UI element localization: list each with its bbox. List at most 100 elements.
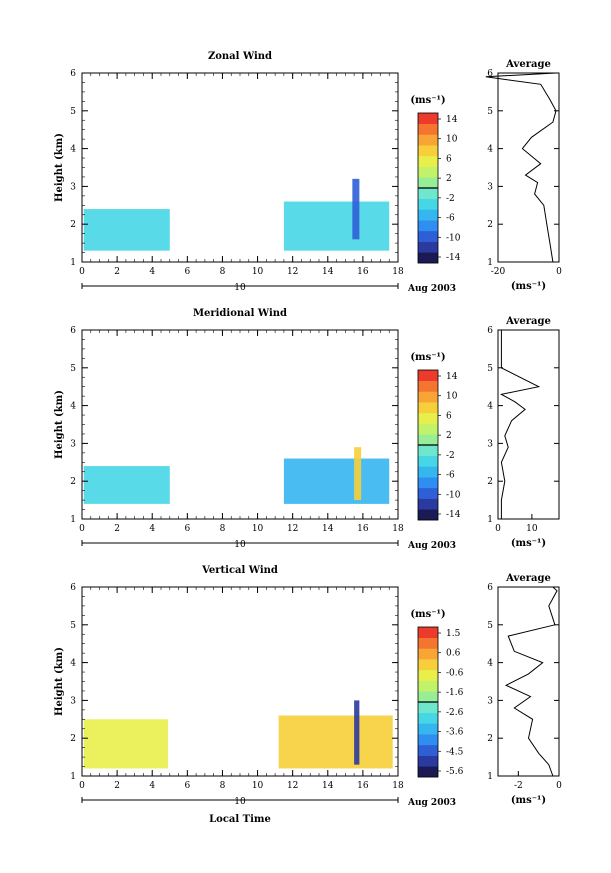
y-tick-label: 6: [70, 583, 76, 593]
colorbar-swatch: [418, 702, 438, 714]
colorbar-tick-label: 1.5: [446, 629, 461, 639]
x-tick-label: 0: [79, 267, 85, 277]
x-tick-label: 0: [79, 781, 85, 791]
colorbar-swatch: [418, 434, 438, 446]
colorbar-label: (ms⁻¹): [410, 609, 445, 620]
colorbar-swatch: [418, 455, 438, 467]
colorbar-swatch: [418, 498, 438, 510]
y-tick-label: 2: [70, 734, 76, 744]
colorbar-tick-label: -6: [446, 214, 455, 224]
colorbar-swatch: [418, 198, 438, 210]
profile-y-tick-label: 6: [487, 69, 493, 79]
colorbar-swatch: [418, 145, 438, 157]
x-tick-label: 4: [149, 781, 155, 791]
colorbar-tick-label: -2.6: [446, 708, 464, 718]
colorbar-swatch: [418, 466, 438, 478]
colorbar-tick-label: 0.6: [446, 649, 461, 659]
x-tick-label: 12: [287, 781, 298, 791]
x-tick-label: 0: [79, 524, 85, 534]
colorbar-tick-label: 10: [446, 392, 458, 402]
colorbar-swatch: [418, 412, 438, 424]
y-tick-label: 1: [70, 258, 76, 268]
profile-line: [499, 330, 541, 519]
profile-title: Average: [505, 316, 551, 327]
profile-y-tick-label: 3: [487, 696, 493, 706]
heatmap-cell: [83, 209, 170, 251]
x-tick-label: 18: [392, 267, 404, 277]
colorbar-swatch: [418, 669, 438, 681]
colorbar-label: (ms⁻¹): [410, 95, 445, 106]
x-tick-label: 6: [184, 781, 190, 791]
colorbar-tick-label: 2: [446, 431, 452, 441]
colorbar-tick-label: 14: [446, 372, 458, 382]
profile-y-tick-label: 6: [487, 583, 493, 593]
y-tick-label: 2: [70, 220, 76, 230]
colorbar-swatch: [418, 188, 438, 200]
colorbar-swatch: [418, 177, 438, 189]
colorbar-swatch: [418, 637, 438, 649]
colorbar-tick-label: -10: [446, 490, 461, 500]
colorbar-swatch: [418, 509, 438, 521]
colorbar-swatch: [418, 744, 438, 756]
profile-x-label: (ms⁻¹): [511, 281, 546, 292]
x-tick-label: 4: [149, 267, 155, 277]
profile-x-label: (ms⁻¹): [511, 538, 546, 549]
profile-x-tick-label: -2: [514, 781, 523, 791]
x-tick-label: 4: [149, 524, 155, 534]
heatmap-regions: [83, 178, 390, 251]
x-tick-label: 18: [392, 524, 404, 534]
y-axis-label: Height (km): [54, 133, 65, 202]
colorbar-tick-label: -3.6: [446, 728, 464, 738]
profile-title: Average: [505, 573, 551, 584]
colorbar-swatch: [418, 734, 438, 746]
colorbar-swatch: [418, 723, 438, 735]
profile-frame: [497, 329, 560, 520]
profile-y-tick-label: 4: [487, 402, 493, 412]
colorbar-tick-label: 14: [446, 115, 458, 125]
x-tick-label: 14: [322, 267, 334, 277]
colorbar-swatch: [418, 241, 438, 253]
profile-frame: [497, 72, 560, 263]
colorbar-swatch: [418, 766, 438, 778]
profile-y-tick-label: 3: [487, 182, 493, 192]
colorbar-swatch: [418, 659, 438, 671]
profile-x-tick-label: 0: [556, 267, 562, 277]
profile-y-tick-label: 4: [487, 659, 493, 669]
x-tick-label: 8: [220, 267, 226, 277]
colorbar-swatch: [418, 380, 438, 392]
colorbar-tick-label: -4.5: [446, 747, 464, 757]
colorbar-swatch: [418, 134, 438, 146]
colorbar-tick-label: -10: [446, 233, 461, 243]
x-tick-label: 6: [184, 524, 190, 534]
profile-y-tick-label: 5: [487, 364, 493, 374]
colorbar-tick-label: -5.6: [446, 767, 464, 777]
heatmap-cell: [354, 447, 362, 501]
x-tick-label: 10: [252, 267, 264, 277]
x-tick-label: 16: [357, 524, 369, 534]
x-tick-label: 10: [252, 781, 264, 791]
profile-y-tick-label: 2: [487, 220, 493, 230]
heatmap-cell: [83, 466, 170, 504]
colorbar-tick-label: -2: [446, 194, 455, 204]
colorbar-swatch: [418, 166, 438, 178]
y-tick-label: 4: [70, 659, 76, 669]
x-tick-label: 12: [287, 267, 298, 277]
profile-y-tick-label: 2: [487, 477, 493, 487]
colorbar-swatch: [418, 113, 438, 125]
profile-x-tick-label: 0: [556, 781, 562, 791]
colorbar-swatch: [418, 209, 438, 221]
profile-y-tick-label: 3: [487, 439, 493, 449]
y-tick-label: 5: [70, 364, 76, 374]
date-label: Aug 2003: [407, 284, 456, 294]
profile-line: [504, 586, 558, 777]
x-tick-label: 10: [252, 524, 264, 534]
chart-title: Zonal Wind: [208, 51, 272, 62]
profile-y-tick-label: 1: [487, 515, 493, 525]
date-label: Aug 2003: [407, 798, 456, 808]
heatmap-cell: [354, 700, 360, 765]
date-label: Aug 2003: [407, 541, 456, 551]
